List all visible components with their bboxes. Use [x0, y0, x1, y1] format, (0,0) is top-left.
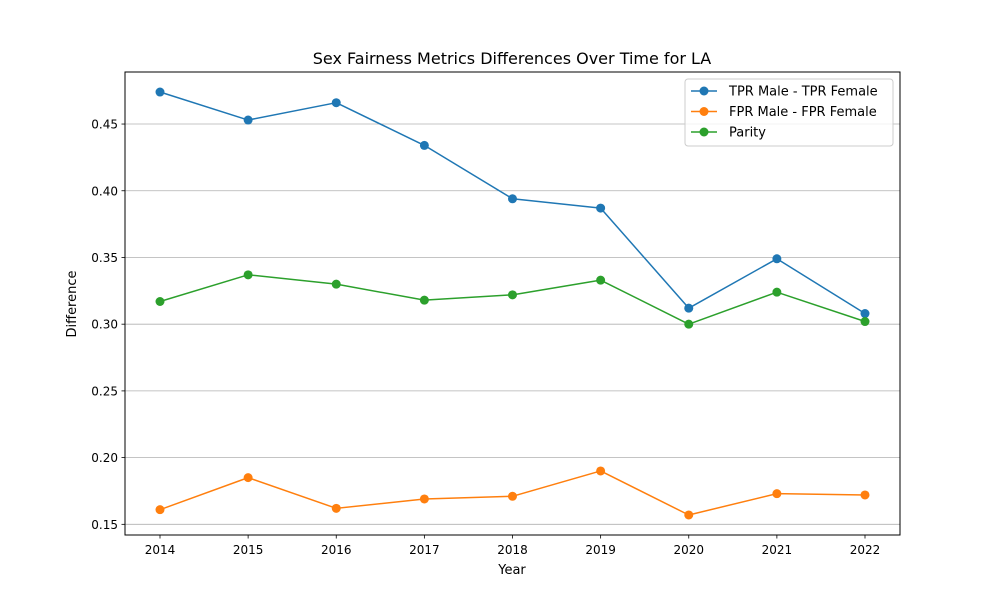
- data-point: [860, 317, 870, 327]
- data-point: [684, 319, 694, 329]
- y-tick-label: 0.15: [91, 518, 118, 532]
- data-point: [508, 491, 517, 501]
- y-tick-label: 0.35: [91, 251, 118, 265]
- legend-label: Parity: [729, 126, 766, 141]
- x-tick-label: 2017: [409, 543, 440, 557]
- data-point: [508, 290, 517, 300]
- data-point: [596, 275, 606, 285]
- x-tick-label: 2019: [585, 543, 616, 557]
- series-layer: [155, 87, 870, 520]
- legend-marker: [699, 127, 709, 137]
- y-tick-label: 0.40: [91, 184, 118, 198]
- x-tick-label: 2018: [497, 543, 528, 557]
- legend-item: TPR Male - TPR Female: [691, 85, 878, 100]
- data-point: [243, 270, 253, 280]
- x-tick-label: 2016: [321, 543, 352, 557]
- x-tick-label: 2014: [145, 543, 176, 557]
- data-point: [596, 203, 606, 213]
- data-point: [772, 287, 782, 297]
- data-point: [419, 140, 429, 150]
- y-axis-label: Difference: [65, 270, 80, 337]
- data-point: [419, 295, 429, 305]
- data-point: [772, 489, 782, 499]
- data-point: [331, 98, 341, 108]
- x-tick-label: 2021: [762, 543, 793, 557]
- series-3: [155, 270, 870, 329]
- data-point: [155, 87, 165, 97]
- legend: TPR Male - TPR Female FPR Male - FPR Fema…: [684, 78, 894, 147]
- y-tick-label: 0.25: [91, 384, 118, 398]
- data-point: [419, 494, 429, 504]
- data-point: [155, 296, 165, 306]
- data-point: [243, 473, 253, 483]
- x-tick-label: 2022: [850, 543, 881, 557]
- legend-item: FPR Male - FPR Female: [691, 105, 877, 120]
- y-tick-label: 0.30: [91, 318, 118, 332]
- legend-box: [684, 78, 894, 147]
- legend-label: FPR Male - FPR Female: [729, 105, 877, 120]
- data-point: [860, 490, 870, 500]
- data-point: [331, 279, 341, 289]
- x-axis-label: Year: [497, 563, 526, 578]
- axis-ticks: 0.15 0.20 0.25 0.30 0.35 0.40 0.45 2014 2015 2016…: [91, 118, 880, 557]
- series-2: [155, 466, 870, 520]
- legend-marker: [699, 107, 709, 116]
- series-1: [155, 87, 870, 319]
- y-tick-label: 0.20: [91, 451, 118, 465]
- data-point: [508, 194, 517, 204]
- legend-marker: [699, 86, 709, 96]
- x-tick-label: 2020: [673, 543, 704, 557]
- data-point: [772, 254, 782, 264]
- data-point: [243, 115, 253, 125]
- legend-label: TPR Male - TPR Female: [728, 85, 878, 100]
- data-point: [684, 303, 694, 313]
- data-point: [684, 510, 694, 520]
- legend-item: Parity: [691, 126, 766, 141]
- data-point: [860, 309, 870, 319]
- data-point: [331, 503, 341, 513]
- data-point: [596, 466, 606, 476]
- x-tick-label: 2015: [233, 543, 264, 557]
- y-tick-label: 0.45: [91, 118, 118, 132]
- chart-title: Sex Fairness Metrics Differences Over Ti…: [313, 49, 712, 68]
- data-point: [155, 505, 165, 515]
